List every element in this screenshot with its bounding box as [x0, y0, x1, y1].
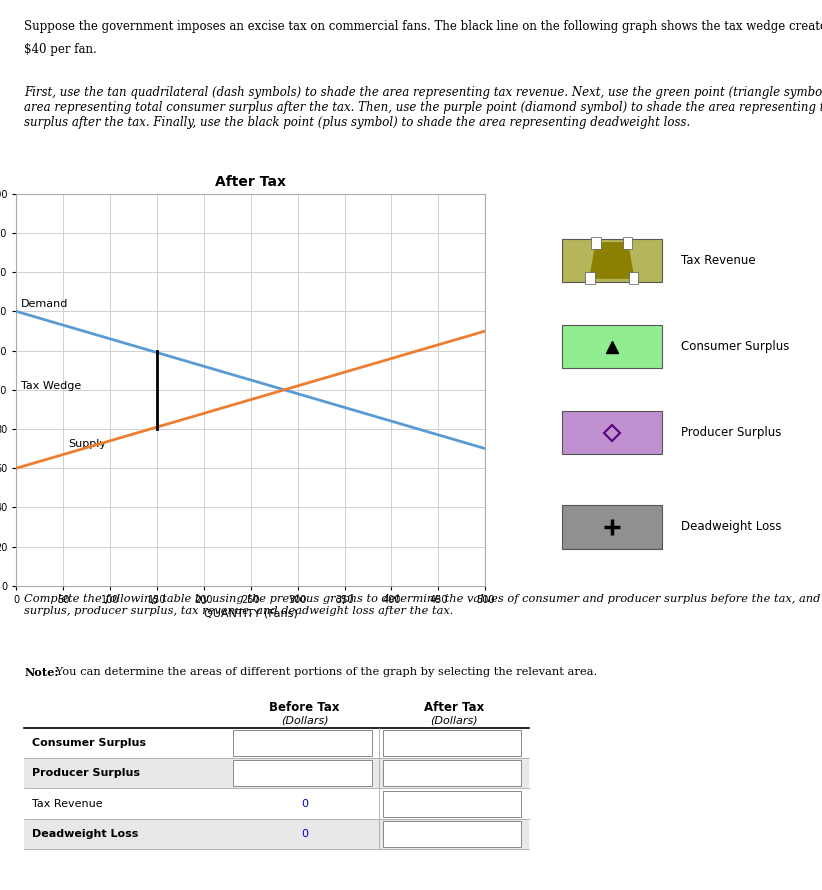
FancyBboxPatch shape [561, 325, 662, 368]
Text: Suppose the government imposes an excise tax on commercial fans. The black line : Suppose the government imposes an excise… [25, 20, 822, 33]
Title: After Tax: After Tax [215, 174, 286, 189]
Polygon shape [590, 243, 634, 278]
FancyBboxPatch shape [383, 730, 521, 756]
FancyBboxPatch shape [383, 760, 521, 786]
FancyBboxPatch shape [561, 506, 662, 548]
FancyBboxPatch shape [25, 728, 529, 758]
Text: Tax Revenue: Tax Revenue [681, 254, 755, 267]
Text: Tax Revenue: Tax Revenue [32, 798, 103, 809]
FancyBboxPatch shape [592, 237, 601, 248]
Text: (Dollars): (Dollars) [280, 716, 328, 725]
Text: Deadweight Loss: Deadweight Loss [32, 829, 139, 839]
Text: Consumer Surplus: Consumer Surplus [681, 340, 789, 353]
FancyBboxPatch shape [561, 411, 662, 455]
FancyBboxPatch shape [383, 821, 521, 847]
FancyBboxPatch shape [25, 789, 529, 819]
Text: (Dollars): (Dollars) [431, 716, 478, 725]
Text: Deadweight Loss: Deadweight Loss [681, 521, 781, 533]
Text: 0: 0 [301, 829, 308, 839]
Text: First, use the tan quadrilateral (dash symbols) to shade the area representing t: First, use the tan quadrilateral (dash s… [25, 86, 822, 129]
Text: Complete the following table by using the previous graphs to determine the value: Complete the following table by using th… [25, 595, 822, 616]
Text: 0: 0 [301, 798, 308, 809]
FancyBboxPatch shape [585, 272, 594, 284]
FancyBboxPatch shape [623, 237, 632, 248]
Text: Demand: Demand [21, 299, 68, 310]
Text: Note:: Note: [25, 667, 59, 678]
Text: Before Tax: Before Tax [270, 700, 339, 714]
FancyBboxPatch shape [629, 272, 639, 284]
FancyBboxPatch shape [25, 758, 529, 789]
Text: Producer Surplus: Producer Surplus [32, 768, 141, 778]
FancyBboxPatch shape [233, 760, 372, 786]
Text: You can determine the areas of different portions of the graph by selecting the : You can determine the areas of different… [52, 667, 598, 676]
Text: $40 per fan.: $40 per fan. [25, 44, 97, 56]
Text: Supply: Supply [68, 439, 106, 449]
Text: Producer Surplus: Producer Surplus [681, 426, 781, 440]
FancyBboxPatch shape [25, 819, 529, 849]
FancyBboxPatch shape [561, 239, 662, 282]
X-axis label: QUANTITY (Fans): QUANTITY (Fans) [204, 609, 298, 619]
Text: Tax Wedge: Tax Wedge [21, 381, 81, 391]
Text: Consumer Surplus: Consumer Surplus [32, 738, 146, 748]
Text: After Tax: After Tax [424, 700, 484, 714]
FancyBboxPatch shape [383, 790, 521, 816]
FancyBboxPatch shape [233, 730, 372, 756]
